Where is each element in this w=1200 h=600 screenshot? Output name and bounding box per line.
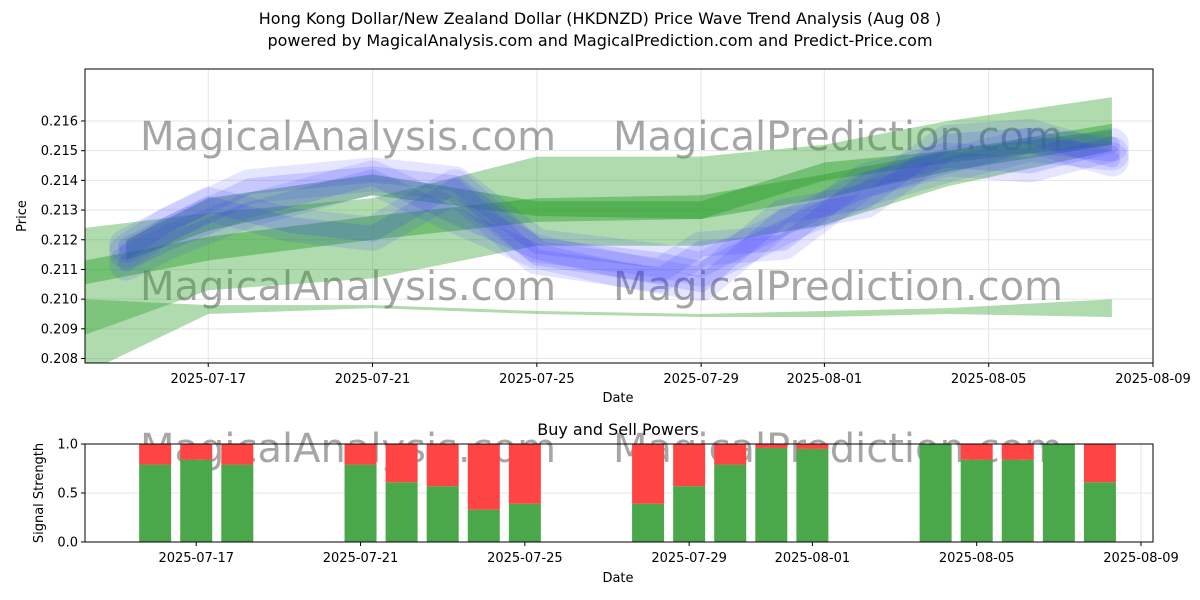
buy-power-bar: [508, 503, 541, 542]
sell-power-bar: [139, 444, 172, 465]
watermark-text: MagicalPrediction.com: [613, 264, 1063, 310]
buy-power-bar: [714, 464, 747, 542]
x-tick-label: 2025-07-25: [499, 372, 575, 387]
x-tick-label: 2025-07-21: [335, 372, 411, 387]
y-tick-label: 0.214: [41, 174, 78, 189]
blue-wave-halo: [109, 118, 1129, 302]
x-tick-label: 2025-07-21: [323, 551, 399, 566]
watermark-text: MagicalPrediction.com: [613, 114, 1063, 160]
sell-power-bar: [673, 444, 706, 487]
sell-power-bar: [385, 444, 418, 483]
buy-power-bar: [673, 486, 706, 542]
buy-power-bar: [632, 503, 665, 542]
x-tick-label: 2025-08-05: [951, 372, 1027, 387]
buy-power-bar: [426, 486, 459, 542]
buy-power-bar: [344, 464, 377, 542]
y-tick-label: 0.209: [41, 322, 78, 337]
sell-power-bar: [960, 444, 993, 460]
watermark-text: MagicalAnalysis.com: [140, 114, 556, 160]
x-tick-label: 2025-08-05: [939, 551, 1015, 566]
green-trend-band: [85, 123, 1112, 285]
y-axis-label: Price: [15, 200, 30, 232]
x-tick-label: 2025-08-01: [787, 372, 863, 387]
buy-power-bar: [385, 482, 418, 542]
sell-power-bar: [714, 444, 747, 465]
y-tick-label: 0.5: [57, 487, 78, 502]
sell-power-bar: [344, 444, 377, 465]
buy-power-bar: [960, 459, 993, 542]
x-axis-label: Date: [602, 571, 633, 586]
buy-power-bar: [180, 459, 213, 542]
sell-power-bar: [221, 444, 254, 465]
y-tick-label: 0.208: [41, 352, 78, 367]
buy-power-bar: [221, 464, 254, 542]
y-tick-label: 0.210: [41, 293, 78, 308]
y-tick-label: 0.212: [41, 233, 78, 248]
y-tick-label: 0.211: [41, 263, 78, 278]
buy-power-bar: [1083, 482, 1116, 542]
chart-title: Hong Kong Dollar/New Zealand Dollar (HKD…: [258, 9, 942, 28]
sell-power-bar: [755, 444, 788, 448]
chart-subtitle: powered by MagicalAnalysis.com and Magic…: [267, 31, 933, 50]
x-tick-label: 2025-07-17: [158, 551, 234, 566]
x-tick-label: 2025-07-17: [170, 372, 246, 387]
y-tick-label: 0.0: [57, 536, 78, 551]
sell-power-bar: [796, 444, 829, 449]
x-tick-label: 2025-08-01: [775, 551, 851, 566]
buy-power-bar: [139, 464, 172, 542]
watermark-text: MagicalAnalysis.com: [140, 264, 556, 310]
buy-power-bar: [919, 444, 952, 542]
panel-title: Buy and Sell Powers: [537, 420, 699, 439]
plot-frame: [84, 443, 1154, 543]
blue-wave-line: [118, 136, 1120, 278]
plot-frame: [84, 68, 1154, 364]
green-trend-band: [85, 97, 1112, 335]
sell-power-bar: [508, 444, 541, 504]
plot-area: [85, 97, 1129, 363]
y-axis-label: Signal Strength: [32, 443, 47, 543]
blue-wave-halo: [109, 127, 1129, 287]
sell-power-bar: [426, 444, 459, 487]
blue-wave-line: [118, 136, 1120, 284]
x-tick-label: 2025-07-29: [663, 372, 739, 387]
green-trend-band: [126, 129, 1112, 261]
buy-power-bar: [467, 509, 500, 542]
blue-wave-line: [118, 127, 1120, 293]
x-axis-label: Date: [602, 391, 633, 406]
sell-power-bar: [1083, 444, 1116, 483]
buy-power-bar: [1001, 459, 1034, 542]
x-tick-label: 2025-08-09: [1103, 551, 1179, 566]
x-tick-label: 2025-07-29: [651, 551, 727, 566]
y-tick-label: 1.0: [57, 438, 78, 453]
y-tick-label: 0.216: [41, 114, 78, 129]
y-tick-label: 0.215: [41, 144, 78, 159]
sell-power-bar: [632, 444, 665, 504]
x-tick-label: 2025-08-09: [1115, 372, 1191, 387]
buy-power-bar: [755, 447, 788, 542]
buy-power-bar: [1042, 444, 1075, 542]
buy-power-bar: [796, 448, 829, 542]
y-tick-label: 0.213: [41, 204, 78, 219]
sell-power-bar: [467, 444, 500, 510]
blue-wave-halo: [109, 127, 1129, 293]
sell-power-bar: [180, 444, 213, 460]
green-trend-band: [85, 299, 1112, 363]
x-tick-label: 2025-07-25: [487, 551, 563, 566]
sell-power-bar: [1001, 444, 1034, 460]
